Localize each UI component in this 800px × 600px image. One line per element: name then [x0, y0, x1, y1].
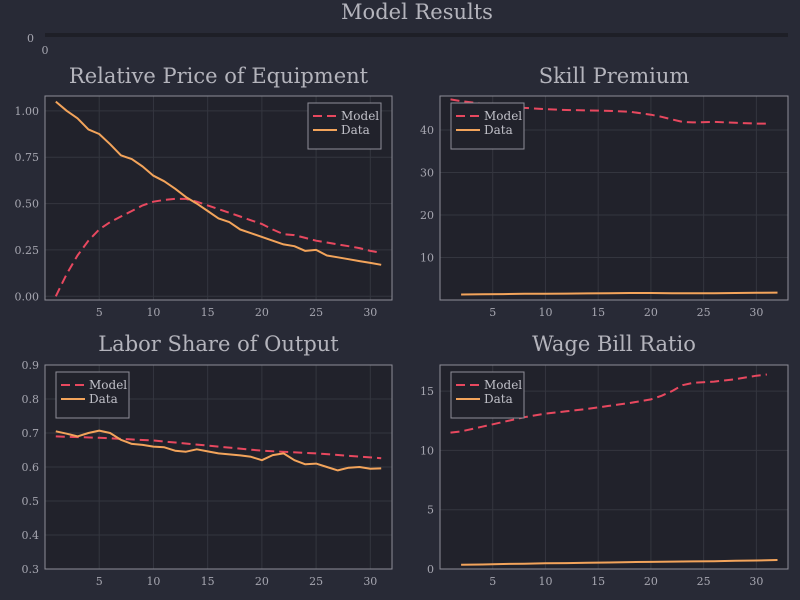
- x-tick-label: 20: [255, 575, 269, 588]
- legend-label-data: Data: [484, 392, 513, 406]
- x-tick-label: 5: [96, 575, 103, 588]
- x-tick-label: 15: [201, 575, 215, 588]
- series-model-line: [450, 373, 768, 434]
- series-model-line: [55, 435, 382, 460]
- panel-skill-premium: Skill Premium 5 10 15 20 25 30 10 20 30 40 ModelDat…: [420, 64, 789, 319]
- y-tick-label: 0.5: [22, 495, 40, 508]
- x-tick-label: 30: [363, 575, 377, 588]
- panel-wage-bill-ratio: Wage Bill Ratio 5 10 15 20 25 30 0 5 10 15 ModelDat…: [420, 332, 789, 588]
- x-tick-label: 10: [146, 306, 160, 319]
- empty-axis-strip: [45, 33, 788, 37]
- x-tick-label: 20: [644, 306, 658, 319]
- legend-label-data: Data: [89, 392, 118, 406]
- legend-label-data: Data: [484, 123, 513, 137]
- legend-label-model: Model: [484, 378, 522, 392]
- plot-frame: [439, 364, 789, 570]
- series-data-line: [461, 291, 778, 296]
- panel-title: Relative Price of Equipment: [69, 64, 369, 88]
- y-tick-label: 0: [427, 563, 434, 576]
- y-tick-label: 1.00: [15, 105, 40, 118]
- y-tick-label: 0.75: [15, 151, 40, 164]
- x-tick-label: 30: [749, 575, 763, 588]
- panel-title: Wage Bill Ratio: [532, 332, 696, 356]
- figure-title: Model Results: [341, 0, 493, 24]
- panel-top-strip: 00: [27, 32, 788, 57]
- x-tick-label: 10: [146, 575, 160, 588]
- x-tick-label: 10: [538, 306, 552, 319]
- x-tick-label: 25: [697, 575, 711, 588]
- x-tick-label: 15: [201, 306, 215, 319]
- x-tick-label: 5: [489, 575, 496, 588]
- x-tick-label: 30: [363, 306, 377, 319]
- legend-label-data: Data: [341, 123, 370, 137]
- panel-title: Skill Premium: [539, 64, 690, 88]
- y-tick-label: 0: [27, 32, 34, 45]
- series-data-line: [461, 559, 778, 566]
- series-model-line: [54, 197, 382, 297]
- x-tick-label: 0: [42, 44, 49, 57]
- x-tick-label: 10: [538, 575, 552, 588]
- y-tick-label: 5: [427, 504, 434, 517]
- y-tick-label: 0.9: [22, 359, 40, 372]
- legend-box: [450, 371, 525, 419]
- y-tick-label: 0.25: [15, 244, 40, 257]
- x-tick-label: 15: [591, 575, 605, 588]
- panel-labor-share: Labor Share of Output 5 10 15 20 25 30 0.3 0.4 0.…: [22, 332, 393, 588]
- series-data-line: [55, 429, 382, 472]
- y-tick-label: 0.8: [22, 393, 40, 406]
- plot-frame: [439, 95, 789, 301]
- legend-box: [450, 102, 525, 150]
- x-tick-label: 15: [591, 306, 605, 319]
- y-tick-label: 0.3: [22, 563, 40, 576]
- legend-label-model: Model: [341, 109, 379, 123]
- x-tick-label: 20: [255, 306, 269, 319]
- x-tick-label: 5: [96, 306, 103, 319]
- y-tick-label: 10: [420, 444, 434, 457]
- x-tick-label: 5: [489, 306, 496, 319]
- y-tick-label: 0.7: [22, 427, 40, 440]
- y-tick-label: 0.50: [15, 198, 40, 211]
- series-data-line: [55, 100, 382, 266]
- panel-title: Labor Share of Output: [98, 332, 339, 356]
- y-tick-label: 0.6: [22, 461, 40, 474]
- y-tick-label: 10: [420, 252, 434, 265]
- legend-label-model: Model: [89, 378, 127, 392]
- y-tick-label: 15: [420, 385, 434, 398]
- x-tick-label: 25: [697, 306, 711, 319]
- y-tick-label: 40: [420, 124, 434, 137]
- x-tick-label: 30: [749, 306, 763, 319]
- legend-box: [307, 102, 382, 150]
- y-tick-label: 0.00: [15, 290, 40, 303]
- y-tick-label: 0.4: [22, 529, 40, 542]
- x-tick-label: 25: [309, 575, 323, 588]
- legend-box: [55, 371, 130, 419]
- y-tick-label: 20: [420, 209, 434, 222]
- plot-frame: [44, 364, 393, 570]
- x-tick-label: 25: [309, 306, 323, 319]
- y-tick-label: 30: [420, 167, 434, 180]
- panel-relative-price: Relative Price of Equipment 5 10 15 20 25 30 0.…: [15, 64, 393, 319]
- legend-label-model: Model: [484, 109, 522, 123]
- plot-frame: [44, 95, 393, 301]
- x-tick-label: 20: [644, 575, 658, 588]
